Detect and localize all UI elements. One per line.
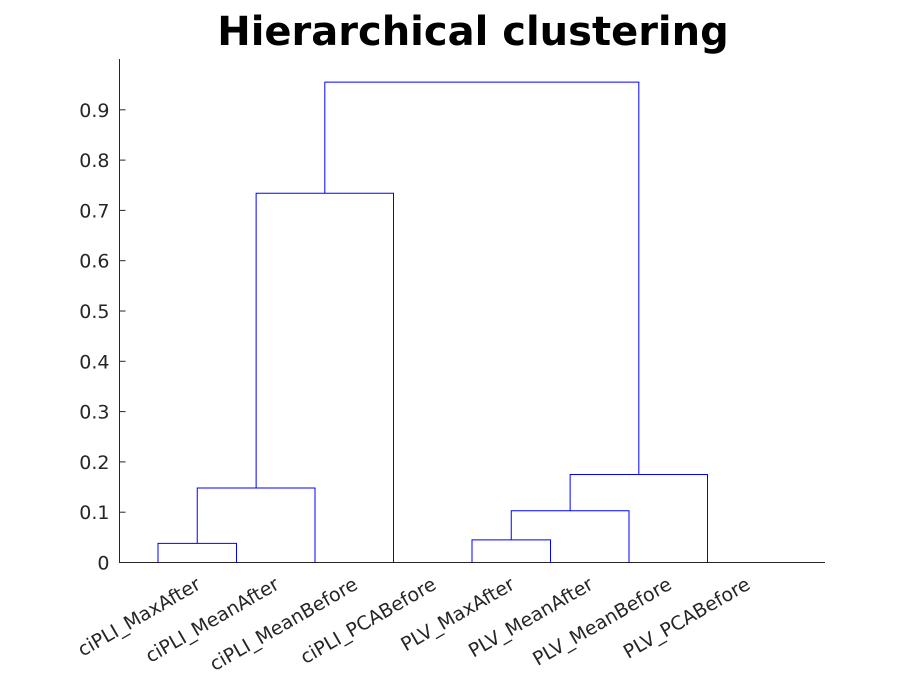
- dendrogram-link: [569, 473, 708, 563]
- dendrogram-link: [471, 539, 551, 563]
- dendrogram-link: [510, 510, 630, 563]
- chart-title: Hierarchical clustering: [217, 9, 729, 55]
- y-tick-label: 0.2: [79, 452, 109, 474]
- y-tick-label: 0.1: [79, 502, 109, 524]
- y-tick-label: 0.6: [79, 251, 109, 273]
- y-tick-label: 0.7: [79, 200, 109, 222]
- y-tick-label: 0.3: [79, 402, 109, 424]
- x-axis-leaf-labels: ciPLI_MaxAfterciPLI_MeanAfterciPLI_MeanB…: [74, 556, 754, 676]
- dendrogram-link: [196, 487, 316, 563]
- y-tick-label: 0.9: [79, 100, 109, 122]
- leaf-label: ciPLI_MeanBefore: [206, 573, 361, 675]
- y-tick-label: 0.5: [79, 301, 109, 323]
- y-tick-label: 0: [97, 553, 109, 575]
- leaf-label: ciPLI_PCABefore: [297, 573, 440, 668]
- leaf-label: PLV_MeanBefore: [529, 573, 675, 670]
- y-tick-label: 0.4: [79, 351, 109, 373]
- dendrogram-link: [157, 542, 237, 563]
- dendrogram-link: [255, 192, 394, 563]
- dendrogram-links: [157, 81, 708, 563]
- y-tick-label: 0.8: [79, 150, 109, 172]
- dendrogram-link: [324, 81, 640, 475]
- y-axis-ticks: 0 0.1 0.2 0.3 0.4 0.5 0.6 0.7 0.8 0.9: [79, 100, 126, 575]
